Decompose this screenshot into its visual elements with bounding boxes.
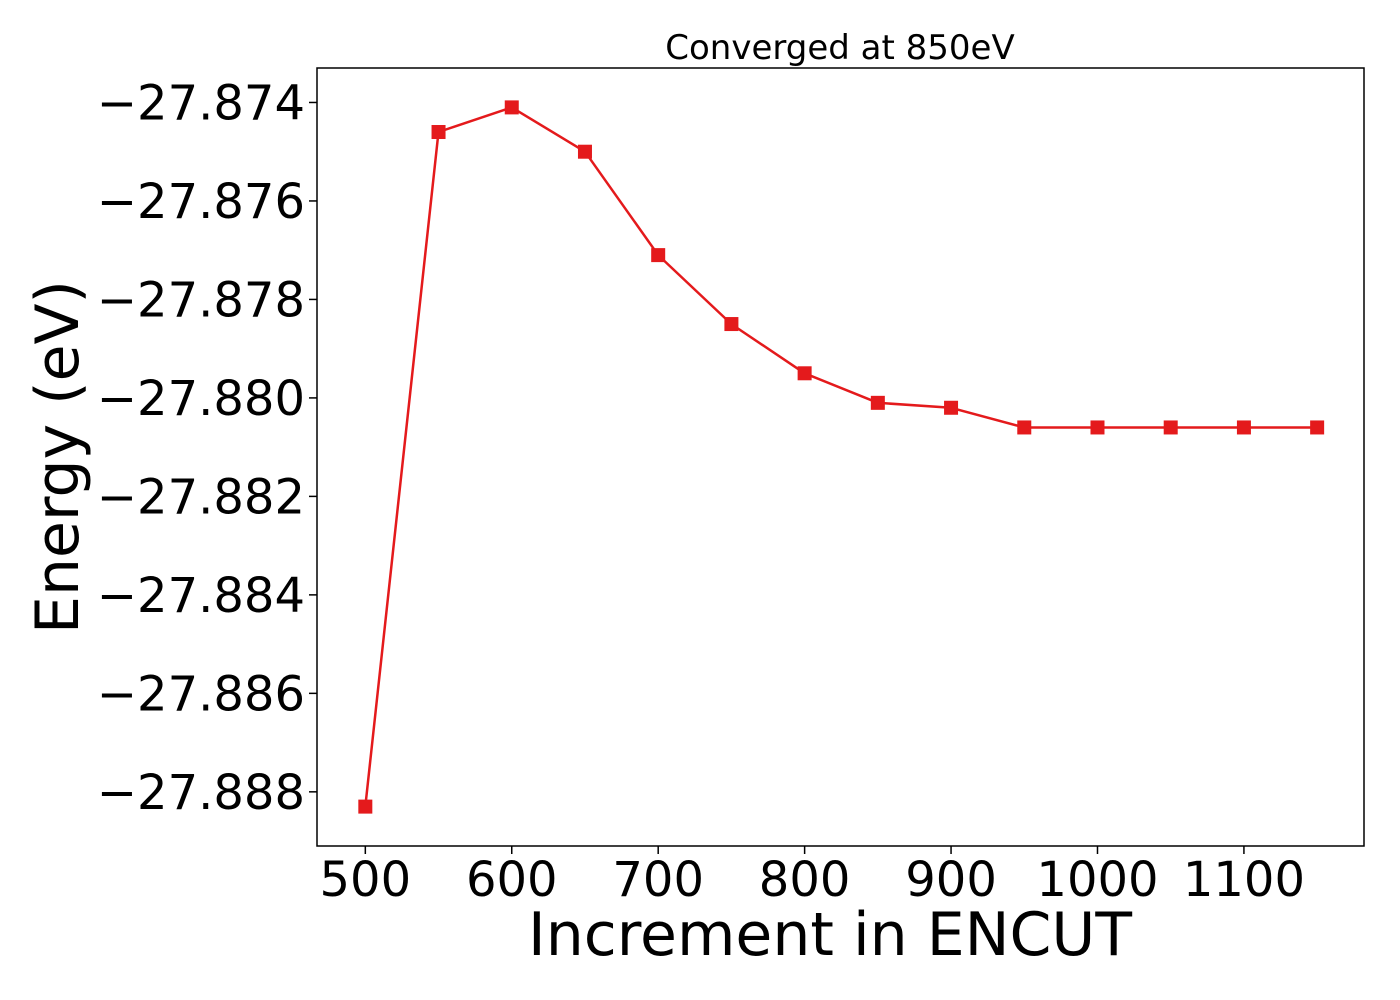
- x-tick-label: 800: [759, 852, 851, 908]
- data-point: [1090, 420, 1105, 435]
- y-axis: −27.874 −27.876 −27.878 −27.880 −27.882 −27.8…: [97, 75, 317, 821]
- y-tick-label: −27.874: [97, 75, 305, 131]
- x-axis: 500 600 700 800 900 1000 1100: [320, 846, 1305, 908]
- x-tick-label: 500: [320, 852, 412, 908]
- series-line: [364, 106, 1318, 807]
- y-tick-label: −27.878: [97, 272, 305, 328]
- plot-frame: [316, 67, 1365, 847]
- x-axis-title: Increment in ENCUT: [528, 900, 1132, 970]
- x-tick-label: 1100: [1183, 852, 1305, 908]
- x-tick-label: 600: [466, 852, 558, 908]
- y-tick-label: −27.886: [97, 666, 305, 722]
- y-tick-label: −27.884: [97, 568, 305, 624]
- data-point: [870, 395, 885, 410]
- y-tick-label: −27.876: [97, 174, 305, 230]
- data-point: [797, 366, 812, 381]
- y-tick-label: −27.888: [97, 765, 305, 821]
- data-point: [577, 144, 592, 159]
- chart-title: Converged at 850eV: [665, 28, 1014, 68]
- y-tick-label: −27.882: [97, 469, 305, 525]
- x-tick-label: 900: [905, 852, 997, 908]
- x-tick-label: 700: [612, 852, 704, 908]
- data-point: [651, 248, 666, 263]
- data-point: [1310, 420, 1325, 435]
- series-layer: [358, 100, 1325, 814]
- data-point: [1017, 420, 1032, 435]
- data-point: [431, 125, 446, 140]
- x-tick-label: 1000: [1036, 852, 1158, 908]
- data-point: [358, 799, 373, 814]
- y-axis-title: Energy (eV): [23, 280, 93, 634]
- data-point: [1163, 420, 1178, 435]
- y-tick-label: −27.880: [97, 371, 305, 427]
- data-point: [724, 317, 739, 332]
- data-point: [504, 100, 519, 115]
- data-point: [944, 400, 959, 415]
- data-point: [1236, 420, 1251, 435]
